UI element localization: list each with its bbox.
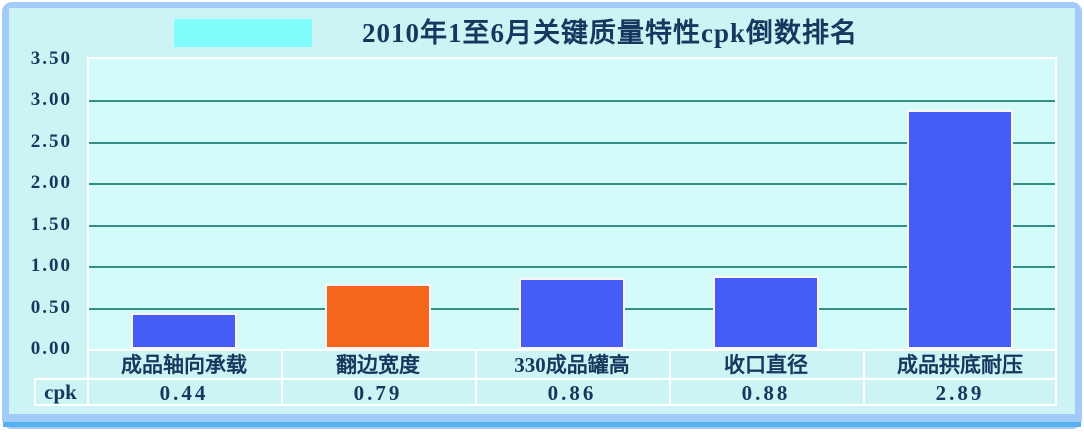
cpk-value: 0.44 [159,381,209,405]
gridline [89,225,1055,227]
category-label: 成品拱底耐压 [897,353,1023,377]
y-axis-label: 3.50 [30,48,72,69]
gridline [89,183,1055,185]
cpk-value: 0.79 [353,381,403,405]
cpk-row-header: cpk [44,380,77,404]
gridline [89,266,1055,268]
gridline [89,142,1055,144]
y-axis-label: 2.00 [30,172,72,193]
category-label: 成品轴向承载 [121,353,247,377]
bar [519,278,625,349]
frame-accent-line [3,422,1081,427]
table-divider [34,378,36,406]
table-divider [475,351,477,406]
table-divider [281,351,283,406]
category-label: 翻边宽度 [336,353,420,377]
chart-title: 2010年1至6月关键质量特性cpk倒数排名 [361,18,858,48]
y-axis-label: 1.00 [30,255,72,276]
y-axis-label: 1.50 [30,214,72,235]
title-highlight-box [174,19,312,47]
category-label: 330成品罐高 [514,353,630,377]
table-divider [669,351,671,406]
y-axis-label: 2.50 [30,131,72,152]
bar [131,313,237,349]
table-line [34,378,1057,380]
bar [325,284,431,349]
cpk-value: 0.86 [547,381,597,405]
bar [907,110,1013,349]
y-axis-label: 3.00 [30,89,72,110]
table-divider [1055,351,1057,406]
cpk-value: 2.89 [935,381,985,405]
table-divider [87,351,89,406]
category-label: 收口直径 [724,353,808,377]
bar [713,276,819,349]
plot-area [87,57,1057,351]
y-axis-label: 0.00 [30,338,72,359]
gridline [89,100,1055,102]
table-divider [863,351,865,406]
table-line [34,404,1057,406]
y-axis-label: 0.50 [30,297,72,318]
cpk-value: 0.88 [741,381,791,405]
